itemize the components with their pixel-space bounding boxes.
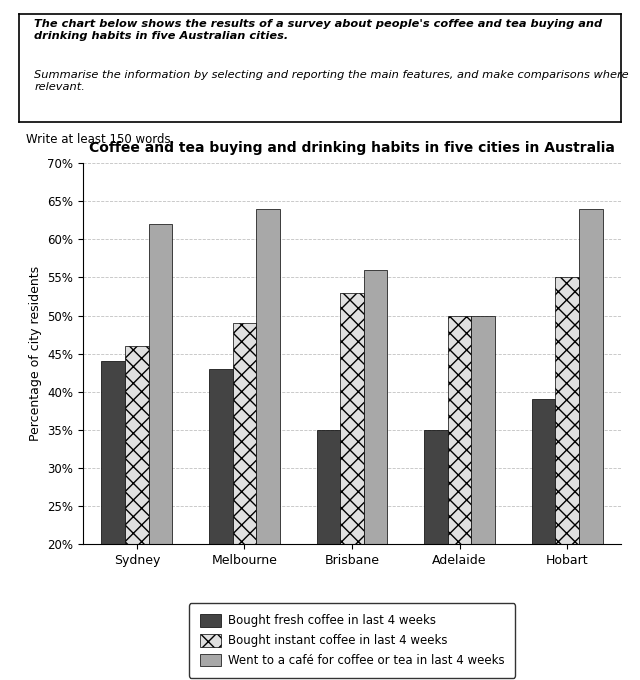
Y-axis label: Percentage of city residents: Percentage of city residents [29, 266, 42, 441]
Bar [448, 316, 471, 680]
Bar [125, 346, 148, 680]
Bar [532, 399, 556, 680]
Text: The chart below shows the results of a survey about people's coffee and tea buyi: The chart below shows the results of a s… [34, 19, 602, 41]
Bar [340, 292, 364, 680]
Bar [148, 224, 172, 680]
Title: Coffee and tea buying and drinking habits in five cities in Australia: Coffee and tea buying and drinking habit… [89, 141, 615, 155]
Bar [317, 430, 340, 680]
Bar [256, 209, 280, 680]
Bar [233, 323, 256, 680]
Bar [102, 361, 125, 680]
Bar [579, 209, 602, 680]
Bar [364, 270, 387, 680]
Legend: Bought fresh coffee in last 4 weeks, Bought instant coffee in last 4 weeks, Went: Bought fresh coffee in last 4 weeks, Bou… [189, 603, 515, 677]
Bar [424, 430, 448, 680]
Bar [556, 277, 579, 680]
Bar [471, 316, 495, 680]
Bar [209, 369, 233, 680]
Text: Summarise the information by selecting and reporting the main features, and make: Summarise the information by selecting a… [34, 70, 629, 92]
Text: Write at least 150 words.: Write at least 150 words. [26, 133, 174, 146]
